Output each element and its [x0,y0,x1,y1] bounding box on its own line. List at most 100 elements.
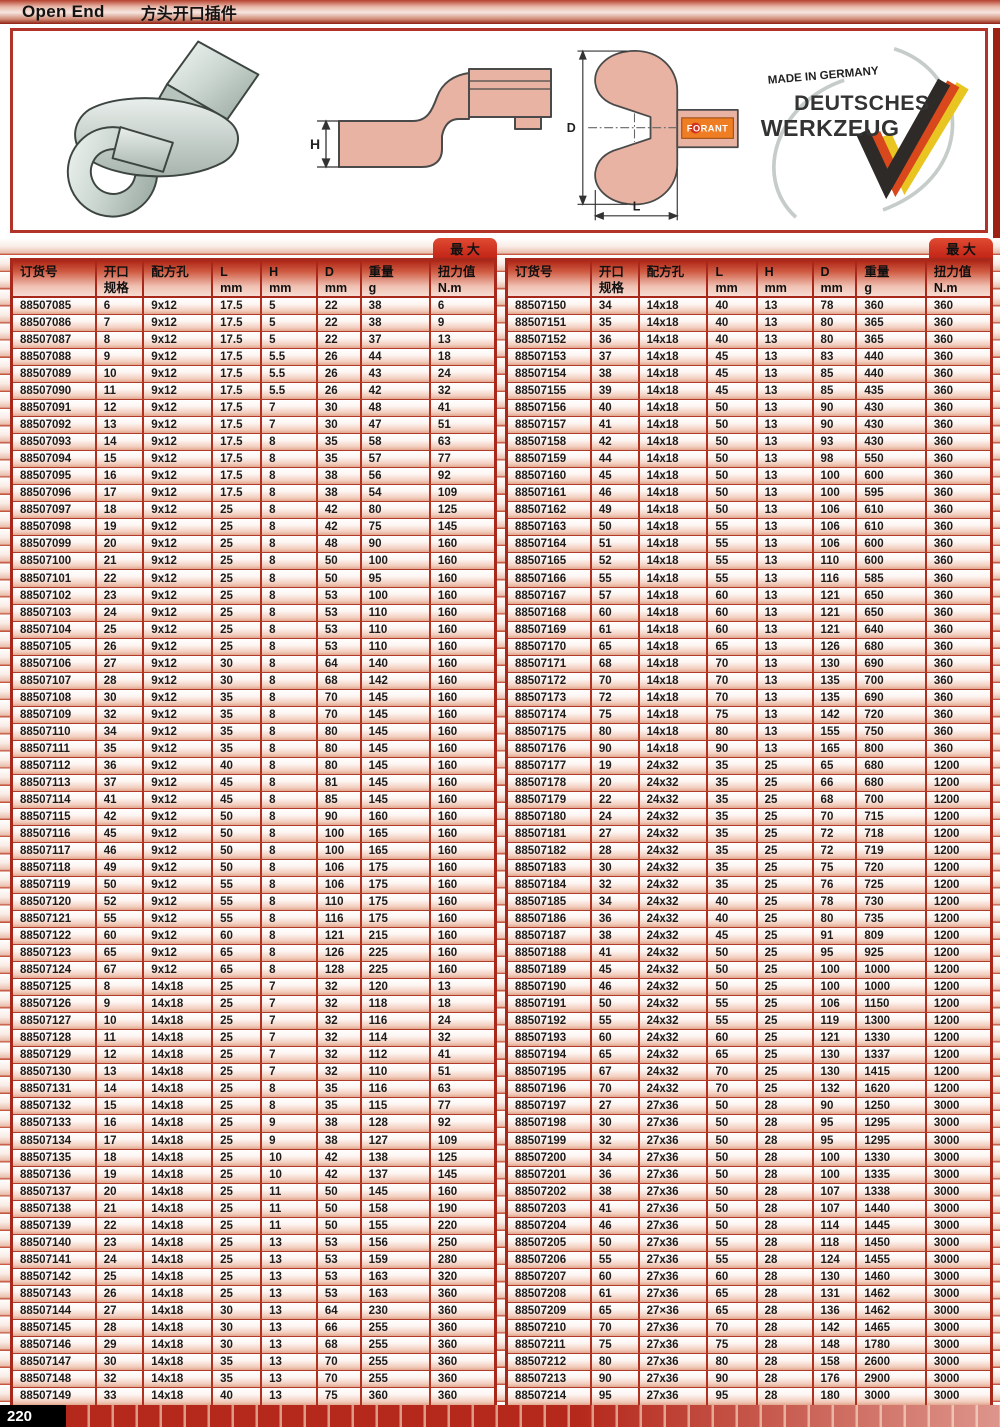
table-cell: 3000 [933,1390,960,1403]
table-cell: 17.5 [213,349,263,366]
table-cell: 1200 [933,1066,960,1079]
table-cell: 106 [318,860,362,877]
table-cell: 100 [814,979,858,996]
table-cell: 360 [437,1304,458,1317]
table-cell: 88507201 [508,1166,592,1183]
table-cell: 25 [213,587,263,604]
table-cell: 92 [437,1117,451,1130]
table-cell: 88507180 [508,808,592,825]
table-cell: 88507203 [508,1200,592,1217]
table-cell: 650 [857,604,927,621]
table-cell: 48 [362,400,431,417]
table-row: 88507181 27 24x32 35 25 72 718 1200 [508,825,990,843]
column-header-opening: 开口 规格 [97,261,145,296]
table-cell: 60 [592,1268,640,1285]
table-cell: 100 [318,842,362,859]
table-cell: 109 [437,487,458,500]
table-cell: 16 [97,1115,145,1132]
table-cell: 88507181 [508,825,592,842]
table-cell: 88507205 [508,1234,592,1251]
table-cell: 42 [362,383,431,400]
table-cell: 25 [213,996,263,1013]
table-row: 88507152 36 14x18 40 13 80 365 360 [508,332,990,350]
table-cell: 360 [933,453,953,466]
table-cell: 8 [97,332,145,349]
table-cell: 60 [708,604,758,621]
table-cell: 3000 [933,1270,960,1283]
table-cell: 1200 [933,1049,960,1062]
table-cell: 15 [97,1098,145,1115]
table-cell: 80 [814,315,858,332]
table-cell: 88507118 [13,860,97,877]
table-cell: 90 [814,1098,858,1115]
table-cell: 88507193 [508,1030,592,1047]
table-cell: 360 [933,708,953,721]
table-cell: 1000 [857,979,927,996]
table-cell: 165 [814,740,858,757]
table-cell: 88507112 [13,757,97,774]
table-cell: 88507192 [508,1013,592,1030]
table-cell: 610 [857,502,927,519]
d-dimension-label: D [567,121,576,135]
table-cell: 137 [362,1166,431,1183]
table-cell: 1295 [857,1115,927,1132]
table-cell: 25 [758,996,814,1013]
table-cell: 360 [933,691,953,704]
table-cell: 7 [262,417,318,434]
table-cell: 30 [213,655,263,672]
table-cell: 24 [437,368,451,381]
table-cell: 17.5 [213,485,263,502]
table-cell: 88507151 [508,315,592,332]
table-cell: 13 [262,1234,318,1251]
table-cell: 46 [97,842,145,859]
table-cell: 360 [933,589,953,602]
table-cell: 88507143 [13,1285,97,1302]
table-cell: 8 [262,604,318,621]
table-row: 88507214 95 27x36 95 28 180 3000 3000 [508,1387,990,1405]
table-cell: 13 [262,1251,318,1268]
table-cell: 25 [213,519,263,536]
table-cell: 45 [708,928,758,945]
table-cell: 365 [857,315,927,332]
table-cell: 9x12 [144,791,214,808]
table-cell: 7 [262,1013,318,1030]
table-cell: 13 [437,334,451,347]
table-row: 88507173 72 14x18 70 13 135 690 360 [508,689,990,707]
table-cell: 70 [592,672,640,689]
table-row: 88507160 45 14x18 50 13 100 600 360 [508,468,990,486]
table-cell: 35 [213,1353,263,1370]
table-cell: 88507162 [508,502,592,519]
table-cell: 132 [814,1081,858,1098]
table-cell: 360 [933,742,953,755]
table-cell: 9x12 [144,570,214,587]
table-cell: 680 [857,757,927,774]
table-cell: 730 [857,894,927,911]
table-row: 88507104 25 9x12 25 8 53 110 160 [13,621,494,639]
table-cell: 8 [262,860,318,877]
table-cell: 14x18 [640,417,709,434]
table-cell: 88507097 [13,502,97,519]
table-cell: 8 [262,638,318,655]
table-cell: 14x18 [640,740,709,757]
table-cell: 6 [437,300,445,312]
table-cell: 13 [758,332,814,349]
table-cell: 1460 [857,1268,927,1285]
table-row: 88507097 18 9x12 25 8 42 80 125 [13,502,494,520]
table-cell: 85 [814,383,858,400]
table-cell: 8 [262,621,318,638]
table-cell: 41 [437,1049,451,1062]
table-cell: 220 [437,1219,458,1232]
table-cell: 14x18 [640,672,709,689]
table-cell: 25 [758,1047,814,1064]
table-row: 88507138 21 14x18 25 11 50 158 190 [13,1200,494,1218]
table-cell: 70 [814,808,858,825]
table-cell: 88507158 [508,434,592,451]
table-cell: 3000 [933,1100,960,1113]
table-cell: 8 [262,1098,318,1115]
table-cell: 8 [262,519,318,536]
table-row: 88507127 10 14x18 25 7 32 116 24 [13,1013,494,1031]
table-cell: 14x18 [144,1353,214,1370]
table-cell: 360 [857,298,927,315]
